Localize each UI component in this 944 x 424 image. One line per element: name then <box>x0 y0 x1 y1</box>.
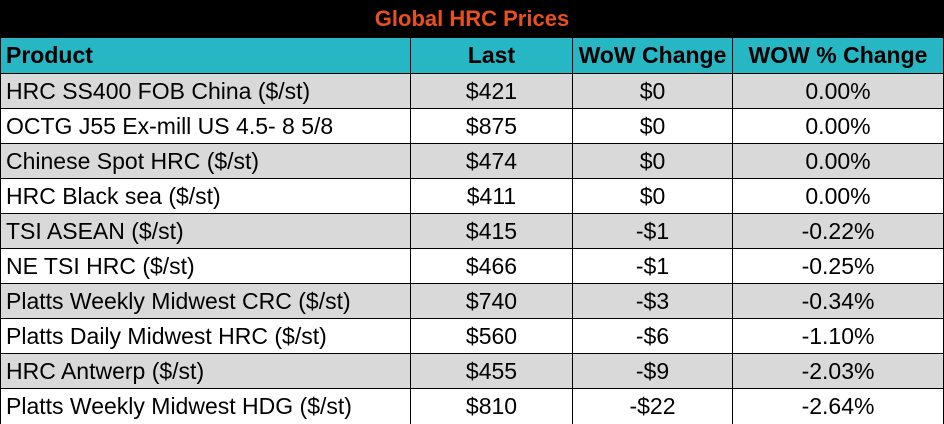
cell-last: $411 <box>411 179 573 213</box>
table-row: HRC SS400 FOB China ($/st) $421 $0 0.00% <box>1 74 943 109</box>
cell-wow-change: -$3 <box>573 284 733 318</box>
cell-last: $560 <box>411 319 573 353</box>
cell-last: $421 <box>411 74 573 108</box>
cell-wow-pct-change: 0.00% <box>805 182 871 209</box>
cell-wow-change: -$22 <box>573 389 733 424</box>
cell-product: TSI ASEAN ($/st) <box>1 214 411 248</box>
cell-product: HRC SS400 FOB China ($/st) <box>1 74 411 108</box>
cell-product: Platts Weekly Midwest CRC ($/st) <box>1 284 411 318</box>
cell-wow-pct-change: -1.10% <box>801 322 875 349</box>
table-row: HRC Antwerp ($/st) $455 -$9 -2.03% <box>1 354 943 389</box>
cell-product: NE TSI HRC ($/st) <box>1 249 411 283</box>
cell-wow-change: -$1 <box>573 249 733 283</box>
cell-wow-pct-change: -0.34% <box>801 287 875 314</box>
cell-wow-pct-change: 0.00% <box>805 147 871 174</box>
header-product: Product <box>1 38 411 73</box>
cell-wow-change: $0 <box>573 109 733 143</box>
cell-last: $875 <box>411 109 573 143</box>
table-row: Platts Weekly Midwest CRC ($/st) $740 -$3 -… <box>1 284 943 319</box>
cell-wow-change: $0 <box>573 74 733 108</box>
header-last: Last <box>411 38 573 73</box>
table-row: OCTG J55 Ex-mill US 4.5- 8 5/8 $875 $0 0.00… <box>1 109 943 144</box>
header-wow-pct-change: WOW % Change <box>748 42 928 68</box>
cell-wow-change: -$1 <box>573 214 733 248</box>
cell-last: $810 <box>411 389 573 424</box>
cell-product: OCTG J55 Ex-mill US 4.5- 8 5/8 <box>1 109 411 143</box>
cell-last: $740 <box>411 284 573 318</box>
table-title: Global HRC Prices <box>1 1 943 38</box>
table-row: TSI ASEAN ($/st) $415 -$1 -0.22% <box>1 214 943 249</box>
cell-last: $474 <box>411 144 573 178</box>
table-row: HRC Black sea ($/st) $411 $0 0.00% <box>1 179 943 214</box>
cell-last: $415 <box>411 214 573 248</box>
table-body: HRC SS400 FOB China ($/st) $421 $0 0.00% OCT… <box>1 74 943 424</box>
cell-wow-pct-change: -2.64% <box>801 393 875 419</box>
cell-last: $466 <box>411 249 573 283</box>
table-row: Platts Daily Midwest HRC ($/st) $560 -$6 -1… <box>1 319 943 354</box>
table-row: Platts Weekly Midwest HDG ($/st) $810 -$22… <box>1 389 943 424</box>
cell-product: Platts Weekly Midwest HDG ($/st) <box>1 389 411 424</box>
cell-wow-pct-change: -0.25% <box>801 252 875 279</box>
cell-wow-change: -$6 <box>573 319 733 353</box>
cell-wow-pct-change: 0.00% <box>805 77 871 104</box>
cell-product: Chinese Spot HRC ($/st) <box>1 144 411 178</box>
table-header-row: Product Last WoW Change WOW % Change <box>1 38 943 74</box>
cell-wow-pct-change: 0.00% <box>805 112 871 139</box>
table-row: Chinese Spot HRC ($/st) $474 $0 0.00% <box>1 144 943 179</box>
cell-product: HRC Black sea ($/st) <box>1 179 411 213</box>
cell-wow-change: $0 <box>573 144 733 178</box>
cell-last: $455 <box>411 354 573 388</box>
cell-wow-pct-change: -2.03% <box>801 357 875 384</box>
table-row: NE TSI HRC ($/st) $466 -$1 -0.25% <box>1 249 943 284</box>
cell-wow-pct-change: -0.22% <box>801 217 875 244</box>
header-wow-change: WoW Change <box>573 38 733 73</box>
cell-wow-change: -$9 <box>573 354 733 388</box>
cell-product: HRC Antwerp ($/st) <box>1 354 411 388</box>
cell-wow-change: $0 <box>573 179 733 213</box>
cell-product: Platts Daily Midwest HRC ($/st) <box>1 319 411 353</box>
